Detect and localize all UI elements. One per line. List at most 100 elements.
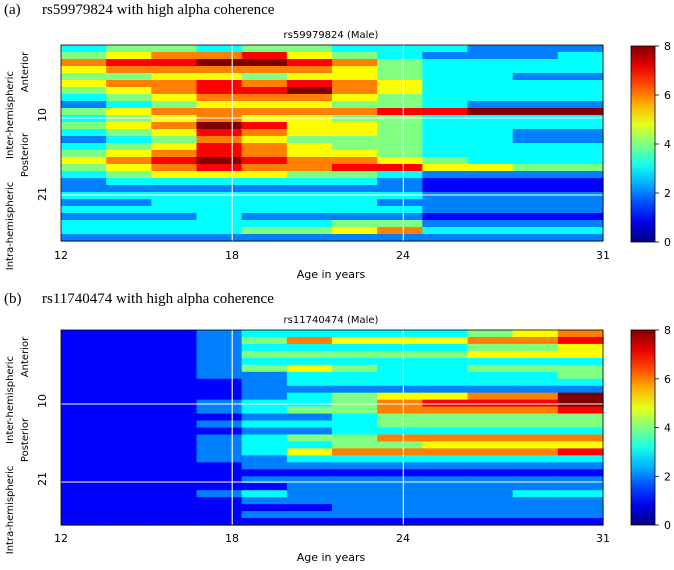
panel-a-xtick-31: 31 [596,249,610,262]
heatmap-cell [241,462,288,470]
heatmap-cell [332,59,378,67]
heatmap-cell [286,206,333,214]
panel-b-group-posterior: Posterior [20,417,31,462]
heatmap-cell [557,448,604,456]
heatmap-cell [467,504,514,512]
heatmap-cell [106,378,152,387]
heatmap-cell [512,434,559,443]
heatmap-cell [286,150,333,158]
heatmap-cell [467,157,514,165]
heatmap-cell [151,143,198,151]
heatmap-cell [467,136,514,144]
heatmap-cell [467,80,514,88]
heatmap-cell [286,385,333,394]
heatmap-cell [557,378,604,387]
heatmap-cell [557,136,604,144]
heatmap-cell [422,164,469,172]
heatmap-cell [151,129,198,137]
panel-b-xtick-31: 31 [596,532,610,545]
heatmap-cell [377,406,423,415]
heatmap-cell [241,206,288,214]
heatmap-cell [196,150,243,158]
heatmap-cell [377,94,423,102]
heatmap-cell [151,434,198,443]
heatmap-cell [512,150,559,158]
heatmap-cell [557,413,604,422]
panel-b: (b) rs11740474 with high alpha coherence… [4,291,671,564]
heatmap-cell [106,101,152,109]
heatmap-cell [332,115,378,123]
heatmap-cell [512,392,559,401]
heatmap-cell [151,220,198,228]
heatmap-cell [512,357,559,366]
heatmap-cell [241,150,288,158]
heatmap-cell [467,213,514,221]
heatmap-cell [286,483,333,491]
heatmap-cell [241,364,288,373]
heatmap-cell [557,45,604,53]
heatmap-cell [512,45,559,53]
heatmap-cell [61,143,107,151]
heatmap-cell [196,511,243,519]
heatmap-cell [422,336,469,345]
heatmap-cell [467,94,514,102]
heatmap-cell [196,441,243,449]
heatmap-cell [286,143,333,151]
heatmap-cell [61,220,107,228]
heatmap-cell [467,115,514,123]
heatmap-cell [241,441,288,449]
heatmap-cell [467,483,514,491]
heatmap-cell [512,385,559,394]
heatmap-cell [422,350,469,359]
heatmap-cell [151,94,198,102]
heatmap-cell [332,413,378,422]
heatmap-cell [377,52,423,60]
heatmap-cell [332,227,378,235]
heatmap-cell [286,80,333,88]
heatmap-cell [151,378,198,387]
heatmap-cell [557,406,604,415]
heatmap-cell [61,448,107,456]
heatmap-cell [332,490,378,498]
heatmap-cell [151,101,198,109]
heatmap-cell [61,199,107,207]
heatmap-cell [241,227,288,235]
heatmap-cell [286,157,333,165]
heatmap-cell [422,178,469,186]
heatmap-cell [422,406,469,415]
heatmap-cell [61,185,107,193]
heatmap-cell [196,157,243,165]
heatmap-cell [61,371,107,380]
heatmap-cell [332,136,378,144]
heatmap-cell [422,455,469,463]
heatmap-cell [151,171,198,179]
heatmap-cell [241,73,288,81]
colorbar-tick-label: 6 [664,89,671,102]
heatmap-cell [512,420,559,429]
heatmap-cell [151,157,198,165]
heatmap-cell [106,350,152,359]
heatmap-cell [106,45,152,53]
heatmap-cell [467,511,514,519]
heatmap-cell [106,434,152,443]
panel-a-xlabel: Age in years [297,268,366,281]
heatmap-cell [467,399,514,408]
heatmap-cell [422,441,469,449]
heatmap-cell [467,220,514,228]
heatmap-cell [196,122,243,130]
heatmap-cell [557,357,604,366]
heatmap-cell [286,406,333,415]
heatmap-cell [332,427,378,436]
colorbar-scale [630,45,656,243]
heatmap-cell [377,413,423,422]
heatmap-cell [106,336,152,345]
heatmap-cell [467,101,514,109]
heatmap-cell [151,469,198,477]
heatmap-cell [106,364,152,373]
heatmap-cell [332,511,378,519]
heatmap-cell [241,350,288,359]
heatmap-cell [557,350,604,359]
heatmap-cell [332,129,378,137]
heatmap-cell [467,129,514,137]
